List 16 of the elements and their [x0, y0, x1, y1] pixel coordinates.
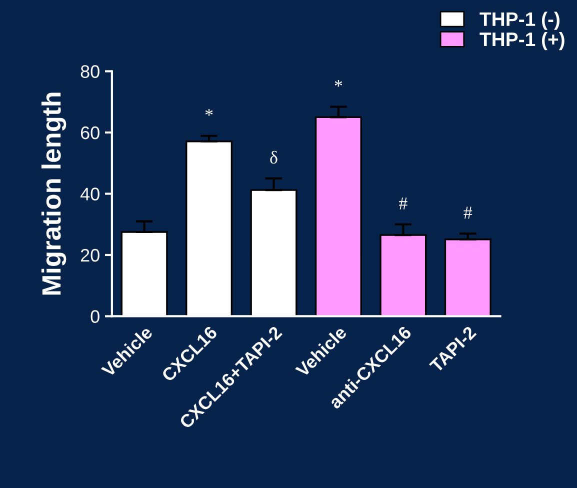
legend-label: THP-1 (+)	[480, 32, 564, 50]
y-tick-label: 80	[80, 65, 100, 78]
legend-label: THP-1 (-)	[480, 12, 560, 30]
bar	[380, 234, 427, 316]
data-label: #	[398, 198, 408, 210]
data-label: *	[334, 80, 342, 87]
y-tick-label: 20	[80, 248, 100, 262]
y-tick-label: 60	[80, 126, 100, 140]
y-axis-title: Migration length	[41, 92, 66, 295]
y-tick-label: 0	[90, 310, 100, 323]
data-label: #	[464, 206, 472, 219]
data-label: δ	[270, 150, 278, 164]
data-label: *	[205, 109, 213, 116]
y-tick-label: 40	[80, 188, 100, 200]
bar	[314, 116, 362, 316]
bar	[444, 238, 492, 316]
